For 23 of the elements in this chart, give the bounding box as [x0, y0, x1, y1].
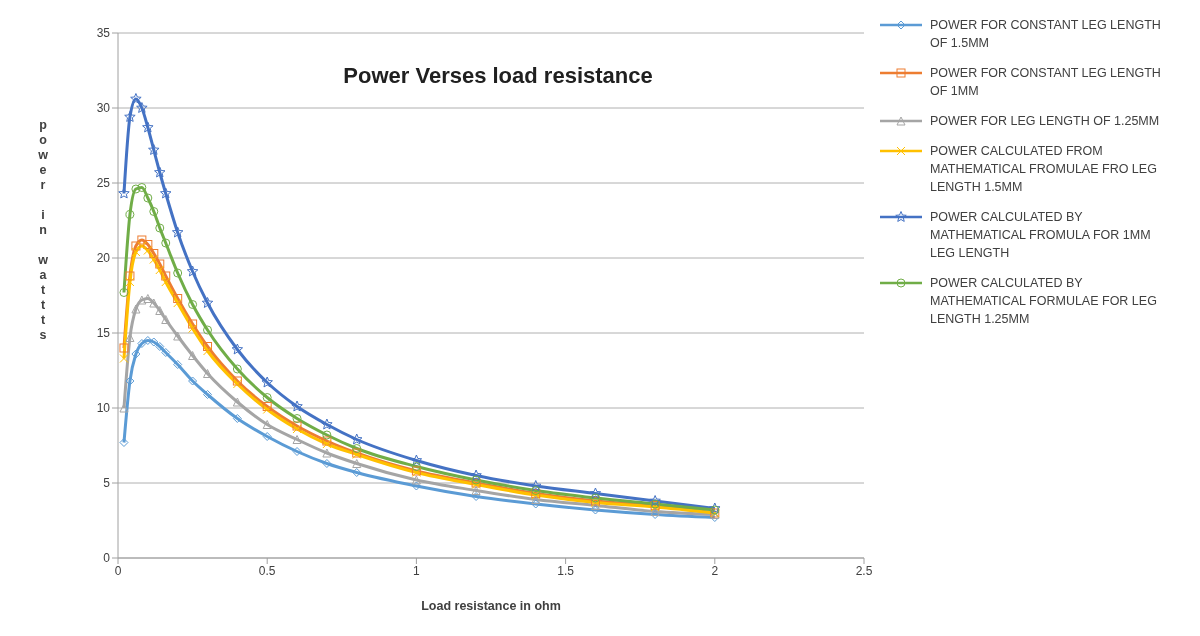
legend-label: POWER CALCULATED FROM MATHEMATICAL FROMULAE FRO LEG LENGTH 1.5MM [930, 143, 1158, 196]
legend-label: POWER FOR CONSTANT LEG LENGTH OF 1MM [930, 65, 1162, 100]
y-tick-label: 20 [96, 251, 111, 266]
legend-label: POWER CALCULATED BY MATHEMATICAL FORMULAE FOR LEG LENGTH 1.25MM [930, 275, 1158, 328]
y-tick-label: 5 [103, 476, 111, 491]
x-tick-label: 0 [114, 563, 122, 578]
y-tick-label: 0 [103, 551, 111, 566]
legend-label: POWER FOR CONSTANT LEG LENGTH OF 1.5MM [930, 17, 1162, 52]
y-tick-label: 30 [96, 101, 111, 116]
x-tick-label: 1.5 [557, 563, 575, 578]
text: Power Verses load resistance [342, 63, 654, 89]
legend-label: POWER FOR LEG LENGTH OF 1.25MM [930, 113, 1160, 130]
x-tick-label: 2.5 [855, 563, 873, 578]
y-tick-label: 10 [96, 401, 111, 416]
x-axis-title: Load resistance in ohm [421, 599, 561, 613]
y-axis-title: power in wattts [36, 118, 50, 343]
y-tick-label: 35 [96, 26, 111, 41]
legend-label: POWER CALCULATED BY MATHEMATICAL FROMULA FOR 1MM LEG LENGTH [930, 209, 1152, 262]
x-tick-label: 1 [413, 563, 421, 578]
y-tick-label: 15 [96, 326, 111, 341]
x-tick-label: 0.5 [258, 563, 276, 578]
y-tick-label: 25 [96, 176, 111, 191]
x-tick-label: 2 [711, 563, 719, 578]
